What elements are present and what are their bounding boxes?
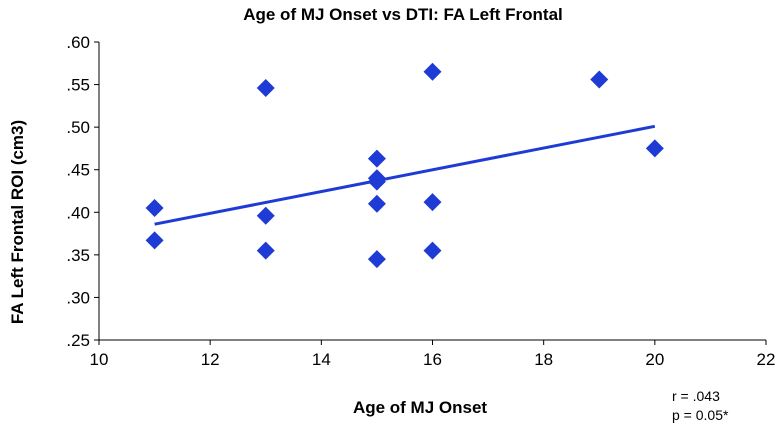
y-axis-label: FA Left Frontal ROI (cm3)	[8, 120, 27, 324]
x-tick-label: 18	[534, 350, 553, 369]
x-tick-label: 22	[757, 350, 776, 369]
x-axis: 10 12 14 16 18 20 22	[90, 340, 776, 369]
data-point	[423, 62, 442, 81]
y-tick-label: .45	[66, 161, 90, 180]
y-tick-label: .50	[66, 118, 90, 137]
data-point	[256, 241, 275, 260]
data-point	[367, 149, 386, 168]
data-point	[367, 250, 386, 269]
y-tick-label: .55	[66, 76, 90, 95]
data-point	[256, 206, 275, 225]
r-annotation: r = .043	[672, 388, 720, 404]
data-point	[590, 70, 609, 89]
y-tick-label: .60	[66, 33, 90, 52]
x-tick-label: 10	[90, 350, 109, 369]
data-point	[645, 139, 664, 158]
x-tick-label: 16	[423, 350, 442, 369]
plot-area: .60 .55 .50 .45 .40 .35 .30 .25 10 12 14 16 18 20 22	[66, 33, 775, 369]
p-annotation: p = 0.05*	[672, 407, 729, 423]
y-tick-label: .35	[66, 246, 90, 265]
x-axis-label: Age of MJ Onset	[353, 398, 487, 417]
data-point	[367, 172, 386, 191]
data-point	[423, 241, 442, 260]
y-tick-label: .25	[66, 331, 90, 350]
data-points	[145, 62, 664, 269]
y-tick-label: .30	[66, 288, 90, 307]
data-point	[145, 231, 164, 250]
data-point	[423, 193, 442, 212]
x-tick-label: 20	[645, 350, 664, 369]
data-point	[367, 194, 386, 213]
chart-title: Age of MJ Onset vs DTI: FA Left Frontal	[243, 5, 563, 24]
trend-line	[154, 124, 656, 226]
x-tick-label: 14	[312, 350, 331, 369]
x-tick-label: 12	[201, 350, 220, 369]
data-point	[145, 199, 164, 218]
data-point	[256, 78, 275, 97]
y-axis: .60 .55 .50 .45 .40 .35 .30 .25	[66, 33, 99, 350]
y-tick-label: .40	[66, 203, 90, 222]
